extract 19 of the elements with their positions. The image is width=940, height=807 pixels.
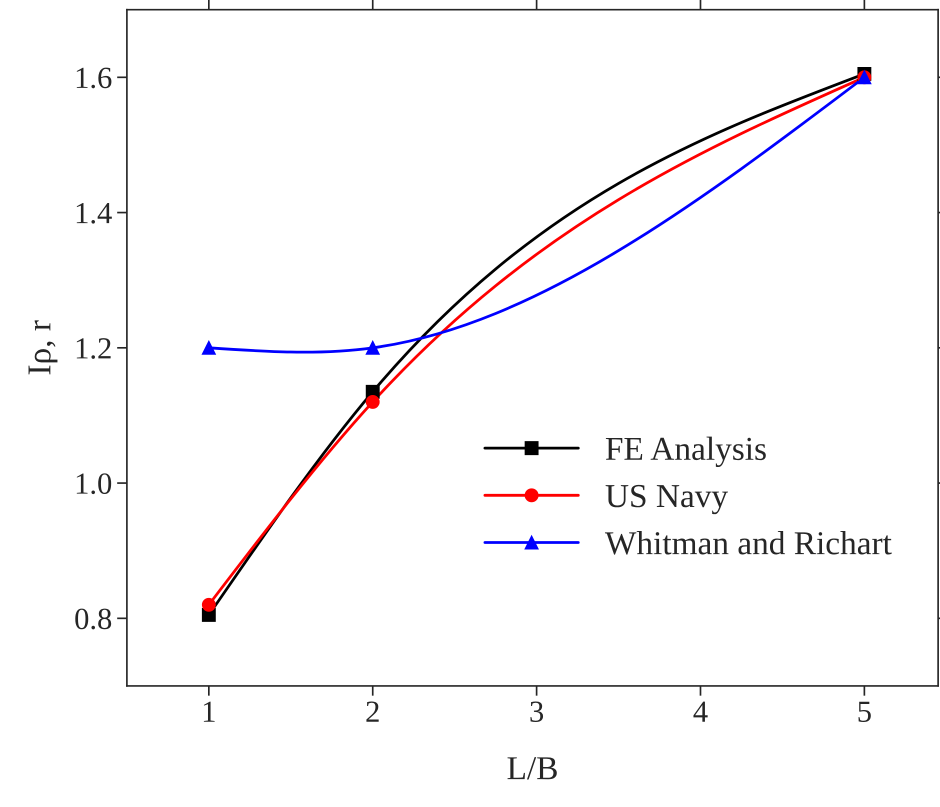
legend-label: Whitman and Richart <box>604 531 892 555</box>
legend-label: FE Analysis <box>606 436 766 467</box>
y-tick-label: 0.8 <box>75 608 112 630</box>
x-tick-label: 4 <box>693 702 708 722</box>
point <box>366 394 380 409</box>
legend-label: US Navy <box>606 484 728 514</box>
y-axis-title: Iρ, r <box>28 320 58 374</box>
point <box>366 340 380 355</box>
point <box>202 598 216 612</box>
y-tick-label: 1.0 <box>76 473 112 494</box>
x-tick-label: 2 <box>366 702 379 722</box>
y-tick-label: 1.6 <box>76 68 112 88</box>
point <box>202 340 216 355</box>
y-tick-label: 1.2 <box>76 338 111 359</box>
x-tick-label: 5 <box>858 702 871 722</box>
x-axis-title: L/B <box>508 757 557 780</box>
y-tick-label: 1.4 <box>76 202 112 224</box>
x-tick-label: 3 <box>530 702 544 722</box>
x-tick-label: 1 <box>204 702 215 722</box>
